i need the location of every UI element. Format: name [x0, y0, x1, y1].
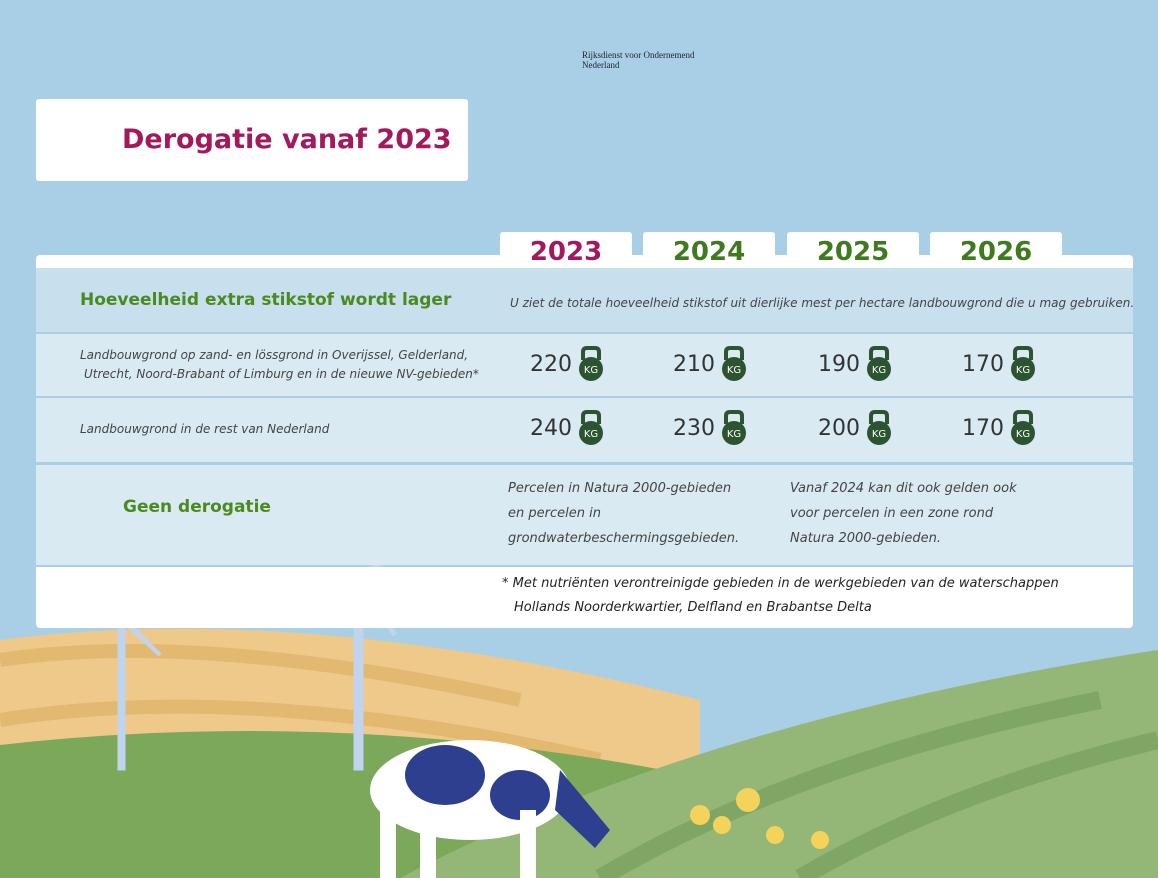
year-tab: 2026 [930, 232, 1062, 268]
unit: KG [584, 429, 598, 440]
value-cell: 170 KG [962, 410, 1038, 446]
value: 210 [673, 352, 715, 377]
text-line: Natura 2000-gebieden. [790, 526, 1017, 551]
value: 200 [818, 416, 860, 441]
footnote-line: Hollands Noorderkwartier, Delfland en Br… [502, 596, 1059, 620]
value-cell: 170 KG [962, 346, 1038, 382]
unit: KG [1016, 429, 1030, 440]
text-line: voor percelen in een zone rond [790, 501, 1017, 526]
year-tab: 2025 [787, 232, 919, 268]
row-label-line: Landbouwgrond op zand- en lössgrond in O… [80, 346, 479, 365]
value: 220 [530, 352, 572, 377]
text-line: Vanaf 2024 kan dit ook gelden ook [790, 476, 1017, 501]
value: 190 [818, 352, 860, 377]
footnote-line: * Met nutriënten verontreinigde gebieden… [502, 572, 1059, 596]
kettlebell-icon: KG [576, 410, 606, 446]
kettlebell-icon: KG [864, 410, 894, 446]
infographic: Rijksdienst voor OndernemendNederland De… [0, 0, 1158, 878]
header-note: U ziet de totale hoeveelheid stikstof ui… [510, 296, 1134, 310]
row-label: Landbouwgrond in de rest van Nederland [80, 420, 329, 439]
text-line: Percelen in Natura 2000-gebieden [508, 476, 739, 501]
unit: KG [872, 429, 886, 440]
row-label-line: Utrecht, Noord-Brabant of Limburg en in … [80, 365, 479, 384]
value: 230 [673, 416, 715, 441]
logo-text: Rijksdienst voor Ondernemend [582, 50, 694, 60]
unit: KG [872, 365, 886, 376]
unit: KG [1016, 365, 1030, 376]
value-cell: 230 KG [673, 410, 749, 446]
value: 170 [962, 352, 1004, 377]
unit: KG [727, 429, 741, 440]
value-cell: 190 KG [818, 346, 894, 382]
row-label-line: Landbouwgrond in de rest van Nederland [80, 420, 329, 439]
unit: KG [727, 365, 741, 376]
logo-text: Nederland [582, 60, 694, 70]
title: Derogatie vanaf 2023 [122, 124, 452, 155]
value: 240 [530, 416, 572, 441]
kettlebell-icon: KG [1008, 346, 1038, 382]
kettlebell-icon: KG [1008, 410, 1038, 446]
footnote: * Met nutriënten verontreinigde gebieden… [502, 572, 1059, 620]
row-label: Landbouwgrond op zand- en lössgrond in O… [80, 346, 479, 384]
header-label: Hoeveelheid extra stikstof wordt lager [80, 290, 451, 310]
no-derogation-label: Geen derogatie [123, 497, 271, 517]
text-line: en percelen in [508, 501, 739, 526]
kettlebell-icon: KG [719, 346, 749, 382]
kettlebell-icon: KG [864, 346, 894, 382]
year-tab: 2024 [643, 232, 775, 268]
year-tab: 2023 [500, 232, 632, 268]
kettlebell-icon: KG [576, 346, 606, 382]
value-cell: 210 KG [673, 346, 749, 382]
value-cell: 220 KG [530, 346, 606, 382]
value-cell: 240 KG [530, 410, 606, 446]
text-line: grondwaterbeschermingsgebieden. [508, 526, 739, 551]
kettlebell-icon: KG [719, 410, 749, 446]
value: 170 [962, 416, 1004, 441]
unit: KG [584, 365, 598, 376]
value-cell: 200 KG [818, 410, 894, 446]
